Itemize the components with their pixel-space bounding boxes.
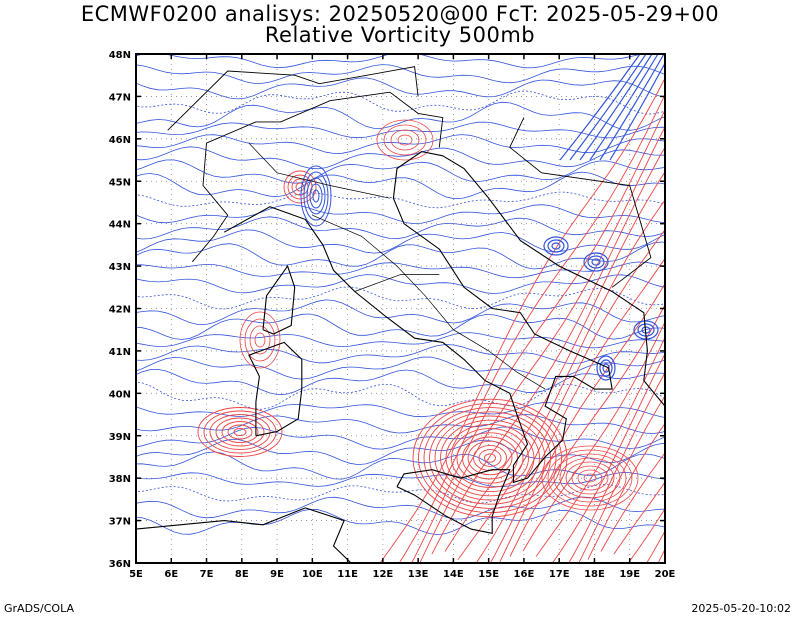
lon-label: 10E [302,569,323,580]
lat-label: 38N [109,474,131,485]
map-subtitle: Relative Vorticity 500mb [264,23,536,47]
lat-label: 44N [109,220,131,231]
lat-label: 47N [109,92,131,103]
lat-label: 41N [109,347,131,358]
lat-label: 42N [109,305,131,316]
lon-label: 15E [478,569,499,580]
lon-label: 20E [655,569,676,580]
lon-label: 17E [549,569,570,580]
lon-label: 8E [235,569,249,580]
lon-label: 18E [584,569,605,580]
lon-label: 19E [619,569,640,580]
lon-label: 14E [443,569,464,580]
footer-timestamp: 2025-05-20-10:02 [691,602,791,615]
lon-label: 13E [408,569,429,580]
lat-label: 40N [109,389,131,400]
lat-label: 36N [109,559,131,570]
lat-label: 43N [109,262,131,273]
lat-label: 39N [109,432,131,443]
lat-label: 46N [109,135,131,146]
lon-label: 6E [164,569,178,580]
lon-label: 11E [337,569,358,580]
lon-label: 12E [372,569,393,580]
lat-label: 45N [109,177,131,188]
footer-credit: GrADS/COLA [4,602,74,615]
axis-ticks [135,53,666,564]
coastline-borders [136,66,665,563]
lat-label: 48N [109,50,131,61]
vorticity-contours [136,54,665,563]
map-title: ECMWF0200 analisys: 20250520@00 FcT: 202… [80,2,720,26]
lon-label: 16E [514,569,535,580]
lon-label: 5E [129,569,143,580]
lat-lon-gridlines [136,54,665,563]
lon-label: 7E [200,569,214,580]
latitude-labels: 48N 47N 46N 45N 44N 43N 42N 41N 40N 39N 38N 37N 36N [109,50,131,570]
lon-label: 9E [270,569,284,580]
longitude-labels: 5E 6E 7E 8E 9E 10E 11E 12E 13E 14E 15E 16E 17E 18E 19E… [129,569,675,580]
lat-label: 37N [109,517,131,528]
